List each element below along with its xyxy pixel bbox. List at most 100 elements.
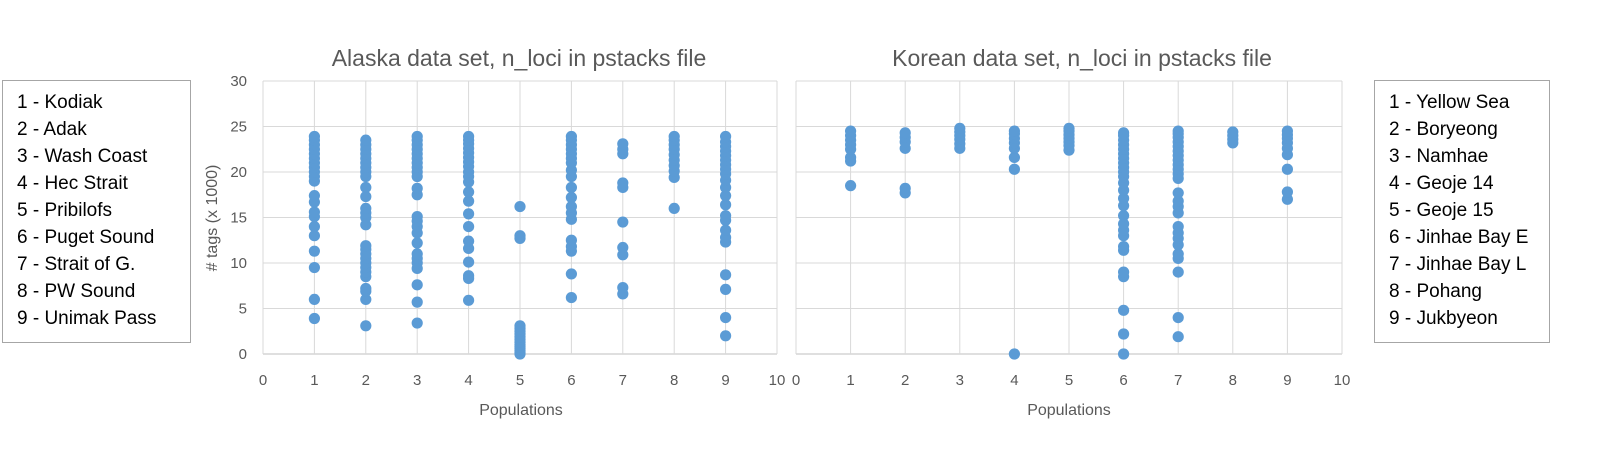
- alaska-data-point: [360, 293, 372, 305]
- korean-chart-title: Korean data set, n_loci in pstacks file: [892, 45, 1272, 71]
- korean-data-point: [1008, 125, 1021, 137]
- alaska-y-tick-label: 25: [230, 119, 247, 136]
- alaska-data-point: [463, 195, 475, 207]
- legend-left-item: 9 - Unimak Pass: [17, 308, 157, 329]
- korean-x-tick-labels: 0 1 2 3 4 5 6 7 8 9 10: [792, 372, 1351, 389]
- alaska-data-point: [720, 199, 732, 211]
- legend-left-item: 5 - Pribilofs: [17, 200, 113, 221]
- alaska-data-point: [668, 202, 680, 214]
- legend-right: 1 - Yellow Sea 2 - Boryeong 3 - Namhae 4…: [1374, 80, 1550, 343]
- alaska-data-point: [308, 261, 320, 274]
- korean-data-point: [1008, 151, 1021, 164]
- korean-x-tick-label: 2: [901, 372, 909, 389]
- alaska-data-point: [308, 293, 320, 305]
- korean-data-point: [1172, 331, 1184, 343]
- alaska-data-point: [617, 177, 629, 189]
- alaska-x-tick-label: 6: [567, 372, 575, 389]
- alaska-data-point: [463, 270, 475, 282]
- alaska-x-tick-label: 10: [769, 372, 786, 389]
- alaska-data-point: [720, 210, 732, 222]
- korean-chart: Korean data set, n_loci in pstacks file …: [792, 45, 1351, 419]
- korean-data-point: [1118, 266, 1130, 278]
- korean-data-point: [1172, 221, 1184, 233]
- alaska-x-tick-label: 4: [464, 372, 472, 389]
- korean-data-point: [1118, 192, 1130, 204]
- legend-left-item: 2 - Adak: [17, 119, 87, 140]
- alaska-x-tick-labels: 0 1 2 3 4 5 6 7 8 9 10: [259, 372, 786, 389]
- legend-left: 1 - Kodiak 2 - Adak 3 - Wash Coast 4 - H…: [2, 80, 191, 343]
- legend-right-item: 2 - Boryeong: [1389, 119, 1498, 140]
- alaska-data-point: [617, 241, 629, 254]
- korean-x-tick-label: 0: [792, 372, 800, 389]
- korean-gridlines: [795, 80, 1343, 355]
- alaska-x-tick-label: 3: [413, 372, 421, 389]
- korean-data-point: [1008, 163, 1021, 175]
- alaska-data-point: [308, 130, 320, 143]
- korean-data-point: [1063, 122, 1075, 134]
- legend-left-item: 4 - Hec Strait: [17, 173, 128, 194]
- alaska-data-point: [617, 281, 629, 294]
- alaska-y-tick-label: 15: [230, 210, 247, 227]
- korean-x-tick-label: 9: [1283, 372, 1291, 389]
- alaska-data-point: [565, 268, 578, 280]
- korean-x-tick-label: 8: [1229, 372, 1237, 389]
- alaska-data-point: [463, 186, 475, 198]
- legend-left-item: 8 - PW Sound: [17, 281, 136, 302]
- alaska-data-point: [411, 210, 423, 223]
- alaska-data-point: [308, 190, 320, 202]
- korean-data-point: [1118, 348, 1130, 360]
- alaska-data-point: [720, 312, 732, 324]
- legend-right-item: 3 - Namhae: [1389, 146, 1489, 167]
- alaska-data-point: [411, 182, 423, 194]
- alaska-data-point: [360, 320, 372, 332]
- korean-points: [845, 122, 1293, 360]
- legend-left-item: 7 - Strait of G.: [17, 254, 136, 275]
- korean-data-point: [1281, 186, 1293, 198]
- alaska-data-point: [514, 320, 526, 332]
- korean-data-point: [845, 151, 857, 164]
- korean-data-point: [1172, 187, 1184, 199]
- alaska-data-point: [463, 130, 475, 143]
- korean-x-tick-label: 10: [1334, 372, 1351, 389]
- alaska-data-point: [308, 312, 320, 325]
- korean-x-tick-label: 3: [956, 372, 964, 389]
- legend-right-item: 5 - Geoje 15: [1389, 200, 1494, 221]
- alaska-data-point: [514, 230, 526, 242]
- alaska-data-point: [463, 208, 475, 220]
- korean-data-point: [1172, 312, 1184, 324]
- alaska-data-point: [565, 200, 578, 213]
- alaska-y-tick-label: 20: [230, 164, 247, 181]
- legend-left-item: 3 - Wash Coast: [17, 146, 148, 167]
- legend-right-item: 9 - Jukbyeon: [1389, 308, 1498, 329]
- korean-data-point: [899, 182, 911, 194]
- alaska-data-point: [565, 234, 578, 246]
- korean-data-point: [1227, 126, 1239, 138]
- alaska-data-point: [463, 221, 475, 233]
- alaska-data-point: [463, 294, 475, 306]
- alaska-data-point: [411, 279, 423, 291]
- alaska-data-point: [463, 235, 475, 247]
- korean-data-point: [1118, 210, 1130, 222]
- alaska-x-tick-label: 2: [362, 372, 370, 389]
- korean-data-point: [1172, 266, 1184, 278]
- alaska-points: [308, 130, 732, 360]
- korean-x-tick-label: 7: [1174, 372, 1182, 389]
- korean-data-point: [954, 122, 966, 134]
- korean-x-tick-label: 6: [1119, 372, 1127, 389]
- korean-data-point: [1172, 195, 1184, 207]
- alaska-data-point: [308, 230, 320, 242]
- alaska-data-point: [668, 130, 680, 143]
- alaska-data-point: [308, 245, 320, 257]
- alaska-data-point: [565, 191, 578, 204]
- korean-data-point: [1118, 218, 1130, 230]
- korean-data-point: [1281, 163, 1293, 175]
- legend-right-item: 7 - Jinhae Bay L: [1389, 254, 1527, 275]
- alaska-x-tick-label: 5: [516, 372, 524, 389]
- alaska-y-tick-label: 10: [230, 255, 247, 272]
- alaska-data-point: [360, 202, 372, 214]
- alaska-data-point: [360, 240, 372, 252]
- korean-data-point: [1008, 348, 1021, 360]
- alaska-data-point: [411, 296, 423, 308]
- korean-data-point: [1172, 248, 1184, 260]
